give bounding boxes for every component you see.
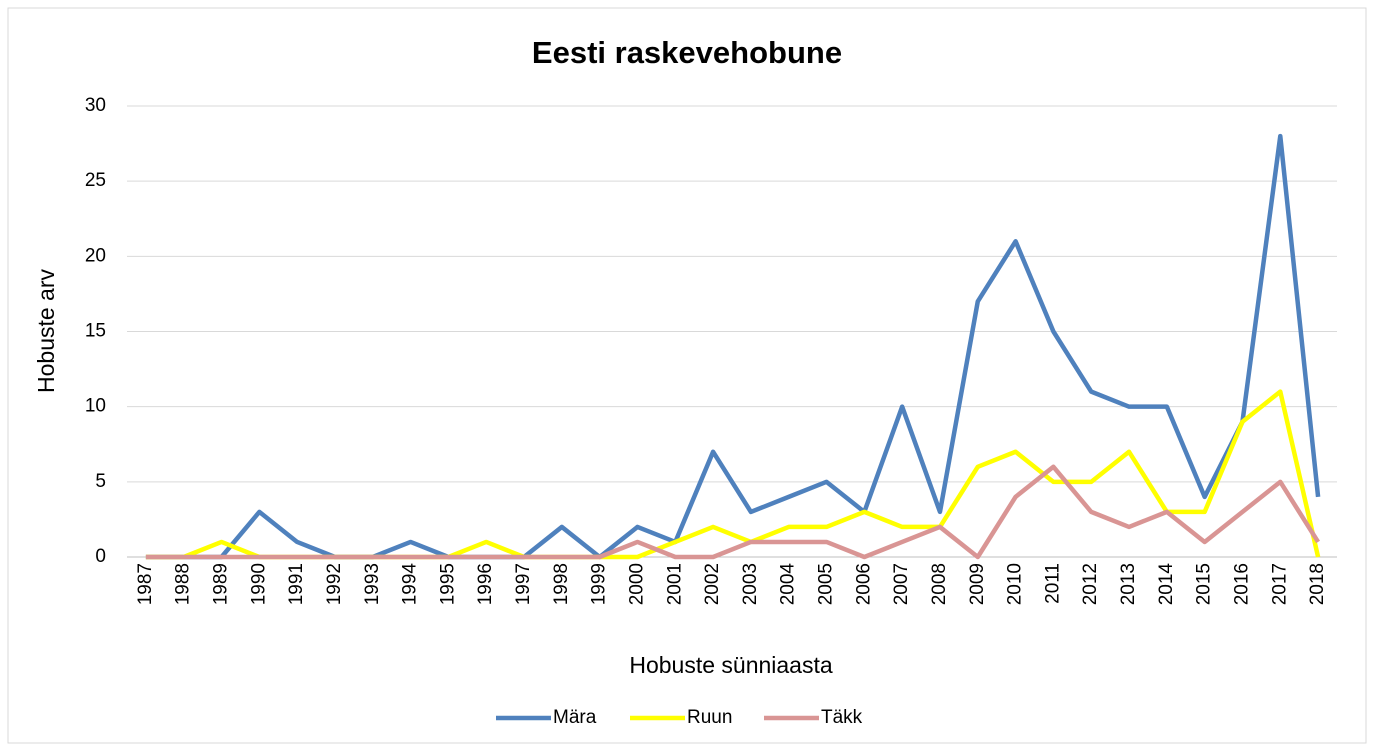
- chart-title: Eesti raskevehobune: [532, 35, 842, 70]
- y-tick-label: 0: [95, 546, 106, 567]
- x-tick-label: 2017: [1269, 563, 1290, 605]
- y-tick-label: 5: [95, 471, 106, 492]
- x-tick-label: 2006: [853, 563, 874, 605]
- legend-label: Täkk: [821, 707, 863, 728]
- x-tick-label: 1990: [248, 563, 269, 605]
- x-tick-label: 2004: [778, 563, 799, 606]
- x-tick-label: 1995: [437, 563, 458, 605]
- x-tick-label: 2000: [626, 563, 647, 605]
- x-tick-label: 2014: [1156, 563, 1177, 606]
- x-tick-label: 2010: [1005, 563, 1026, 605]
- x-axis-title: Hobuste sünniaasta: [629, 652, 833, 678]
- legend-label: Ruun: [687, 707, 732, 728]
- x-tick-label: 2009: [967, 563, 988, 605]
- x-tick-label: 2018: [1307, 563, 1328, 605]
- x-tick-label: 2007: [891, 563, 912, 605]
- x-tick-label: 2002: [702, 563, 723, 605]
- x-tick-label: 2016: [1231, 563, 1252, 605]
- x-tick-label: 2011: [1042, 563, 1063, 604]
- x-tick-label: 2005: [816, 563, 837, 605]
- x-tick-label: 1998: [551, 563, 572, 605]
- x-tick-label: 1987: [135, 563, 156, 605]
- x-tick-label: 2013: [1118, 563, 1139, 605]
- x-tick-label: 2001: [664, 563, 685, 605]
- line-series: [145, 464, 1320, 560]
- x-tick-label: 1988: [173, 563, 194, 605]
- x-tick-label: 1991: [286, 563, 307, 605]
- x-tick-label: 1996: [475, 563, 496, 605]
- y-axis-title: Hobuste arv: [33, 269, 59, 394]
- chart-frame: [7, 7, 1367, 744]
- x-tick-label: 2008: [929, 563, 950, 605]
- x-tick-label: 1989: [211, 563, 232, 605]
- x-tick-label: 2003: [740, 563, 761, 605]
- y-tick-label: 30: [85, 95, 106, 116]
- x-tick-label: 2012: [1080, 563, 1101, 605]
- x-tick-label: 1993: [362, 563, 383, 605]
- y-tick-label: 15: [85, 321, 106, 342]
- y-tick-label: 25: [85, 170, 106, 191]
- x-tick-label: 1992: [324, 563, 345, 605]
- y-tick-label: 10: [85, 396, 106, 417]
- x-tick-label: 2015: [1194, 563, 1215, 605]
- x-tick-label: 1997: [513, 563, 534, 605]
- legend-label: Mära: [553, 707, 597, 728]
- x-tick-label: 1999: [589, 563, 610, 605]
- x-tick-label: 1994: [400, 563, 421, 606]
- y-tick-label: 20: [85, 245, 106, 266]
